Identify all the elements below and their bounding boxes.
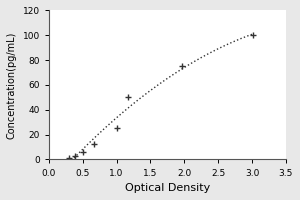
X-axis label: Optical Density: Optical Density bbox=[125, 183, 210, 193]
Y-axis label: Concentration(pg/mL): Concentration(pg/mL) bbox=[7, 31, 17, 139]
